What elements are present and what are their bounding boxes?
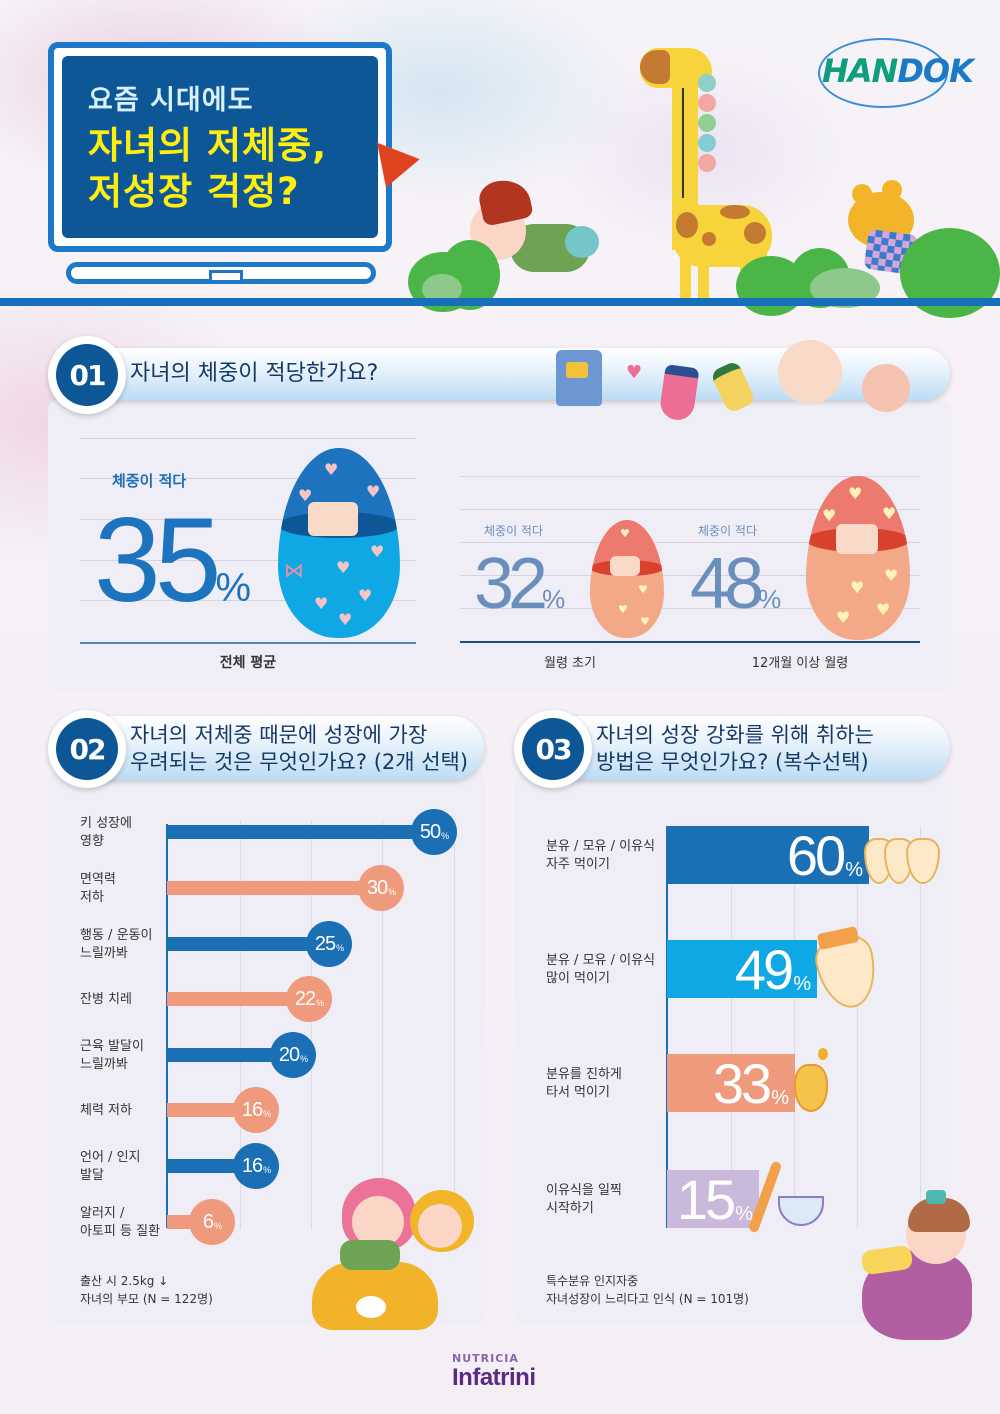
gridline xyxy=(80,560,416,561)
bottle-icon xyxy=(794,1064,828,1112)
gridline xyxy=(460,575,920,576)
value-bubble: 50% xyxy=(411,809,457,855)
pink-swaddled-baby-small-illustration: ♥ ♥ ♥ ♥ xyxy=(590,520,664,638)
blue-swaddled-baby-illustration: ♥ ♥ ♥ ♥ ♥ ♥ ♥ ♥ ⋈ xyxy=(278,448,400,638)
hero-subtitle: 요즘 시대에도 xyxy=(88,85,254,116)
value-bubble: 25% xyxy=(306,921,352,967)
heart-icon: ♥ xyxy=(626,362,643,383)
gridline xyxy=(460,509,920,510)
gridline xyxy=(240,820,241,1230)
handok-logo-ring xyxy=(818,38,948,108)
hero-header: 요즘 시대에도 자녀의 저체중, 저성장 걱정? HANDOK xyxy=(0,0,1000,318)
baseline xyxy=(80,642,416,644)
gridline xyxy=(460,608,920,609)
section3-header-pill xyxy=(536,716,950,780)
hero-title-line1: 자녀의 저체중, xyxy=(88,124,328,167)
y-axis xyxy=(166,824,168,1228)
header-divider xyxy=(0,298,1000,306)
gridline xyxy=(794,826,795,1228)
value-bubble: 22% xyxy=(286,976,332,1022)
bar: 33% xyxy=(667,1054,795,1112)
bar: 49% xyxy=(667,940,817,998)
section2-badge: 02 xyxy=(48,710,126,788)
hero-title-line2: 저성장 걱정? xyxy=(88,170,300,213)
baby-face-icon xyxy=(778,340,842,404)
overalls-icon xyxy=(556,350,602,406)
overall-label: 체중이 적다 xyxy=(112,472,187,490)
infatrini-logo: Infatrini xyxy=(452,1364,536,1391)
gridline xyxy=(454,820,455,1230)
gridline xyxy=(460,542,920,543)
monitor-stand xyxy=(66,262,376,284)
gridline xyxy=(80,600,416,601)
section1-badge: 01 xyxy=(48,336,126,414)
gridline xyxy=(460,476,920,477)
gridline xyxy=(80,478,416,479)
section2-note: 출산 시 2.5kg ↓ 자녀의 부모 (N = 122명) xyxy=(80,1274,213,1306)
y-axis xyxy=(666,826,668,1228)
early-value: 32% xyxy=(474,544,566,624)
section1-question: 자녀의 체중이 적당한가요? xyxy=(130,361,379,386)
value-bubble: 16% xyxy=(233,1087,279,1133)
section3-question: 자녀의 성장 강화를 위해 취하는 방법은 무엇인가요? (복수선택) xyxy=(596,723,874,774)
gridline xyxy=(80,438,416,439)
pink-swaddled-baby-large-illustration: ♥ ♥ ♥ ♥ ♥ ♥ ♥ xyxy=(806,476,910,640)
gridline xyxy=(311,820,312,1230)
gridline xyxy=(80,519,416,520)
baseline xyxy=(460,641,920,643)
late-label: 체중이 적다 xyxy=(698,524,758,538)
gridline xyxy=(857,826,858,1228)
value-bubble: 16% xyxy=(233,1143,279,1189)
gridline xyxy=(920,826,921,1228)
bar: 60% xyxy=(667,826,869,884)
section2-question: 자녀의 저체중 때문에 성장에 가장 우려되는 것은 무엇인가요? (2개 선택… xyxy=(130,723,469,774)
drop-icon xyxy=(818,1048,828,1060)
overall-caption: 전체 평균 xyxy=(219,655,277,671)
gridline xyxy=(731,826,732,1228)
handok-logo: HANDOK xyxy=(822,52,974,90)
value-bubble: 30% xyxy=(358,865,404,911)
baby-face-icon xyxy=(862,364,910,412)
section2-header-pill xyxy=(70,716,484,780)
value-bubble: 6% xyxy=(189,1199,235,1245)
section3-badge: 03 xyxy=(514,710,592,788)
monitor-frame: 요즘 시대에도 자녀의 저체중, 저성장 걱정? xyxy=(48,42,392,252)
monitor-screen: 요즘 시대에도 자녀의 저체중, 저성장 걱정? xyxy=(62,56,378,238)
overall-value: 35% xyxy=(94,493,252,627)
nutricia-logo: NUTRICIA xyxy=(452,1352,519,1365)
bottle-icon xyxy=(906,838,940,884)
early-label: 체중이 적다 xyxy=(484,524,544,538)
value-bubble: 20% xyxy=(270,1032,316,1078)
late-value: 48% xyxy=(690,544,782,624)
late-caption: 12개월 이상 월령 xyxy=(751,656,849,671)
section3-note: 특수분유 인지자중 자녀성장이 느리다고 인식 (N = 101명) xyxy=(546,1274,749,1306)
early-caption: 월령 초기 xyxy=(544,656,596,671)
bar: 15% xyxy=(667,1170,759,1228)
gridline xyxy=(382,820,383,1230)
